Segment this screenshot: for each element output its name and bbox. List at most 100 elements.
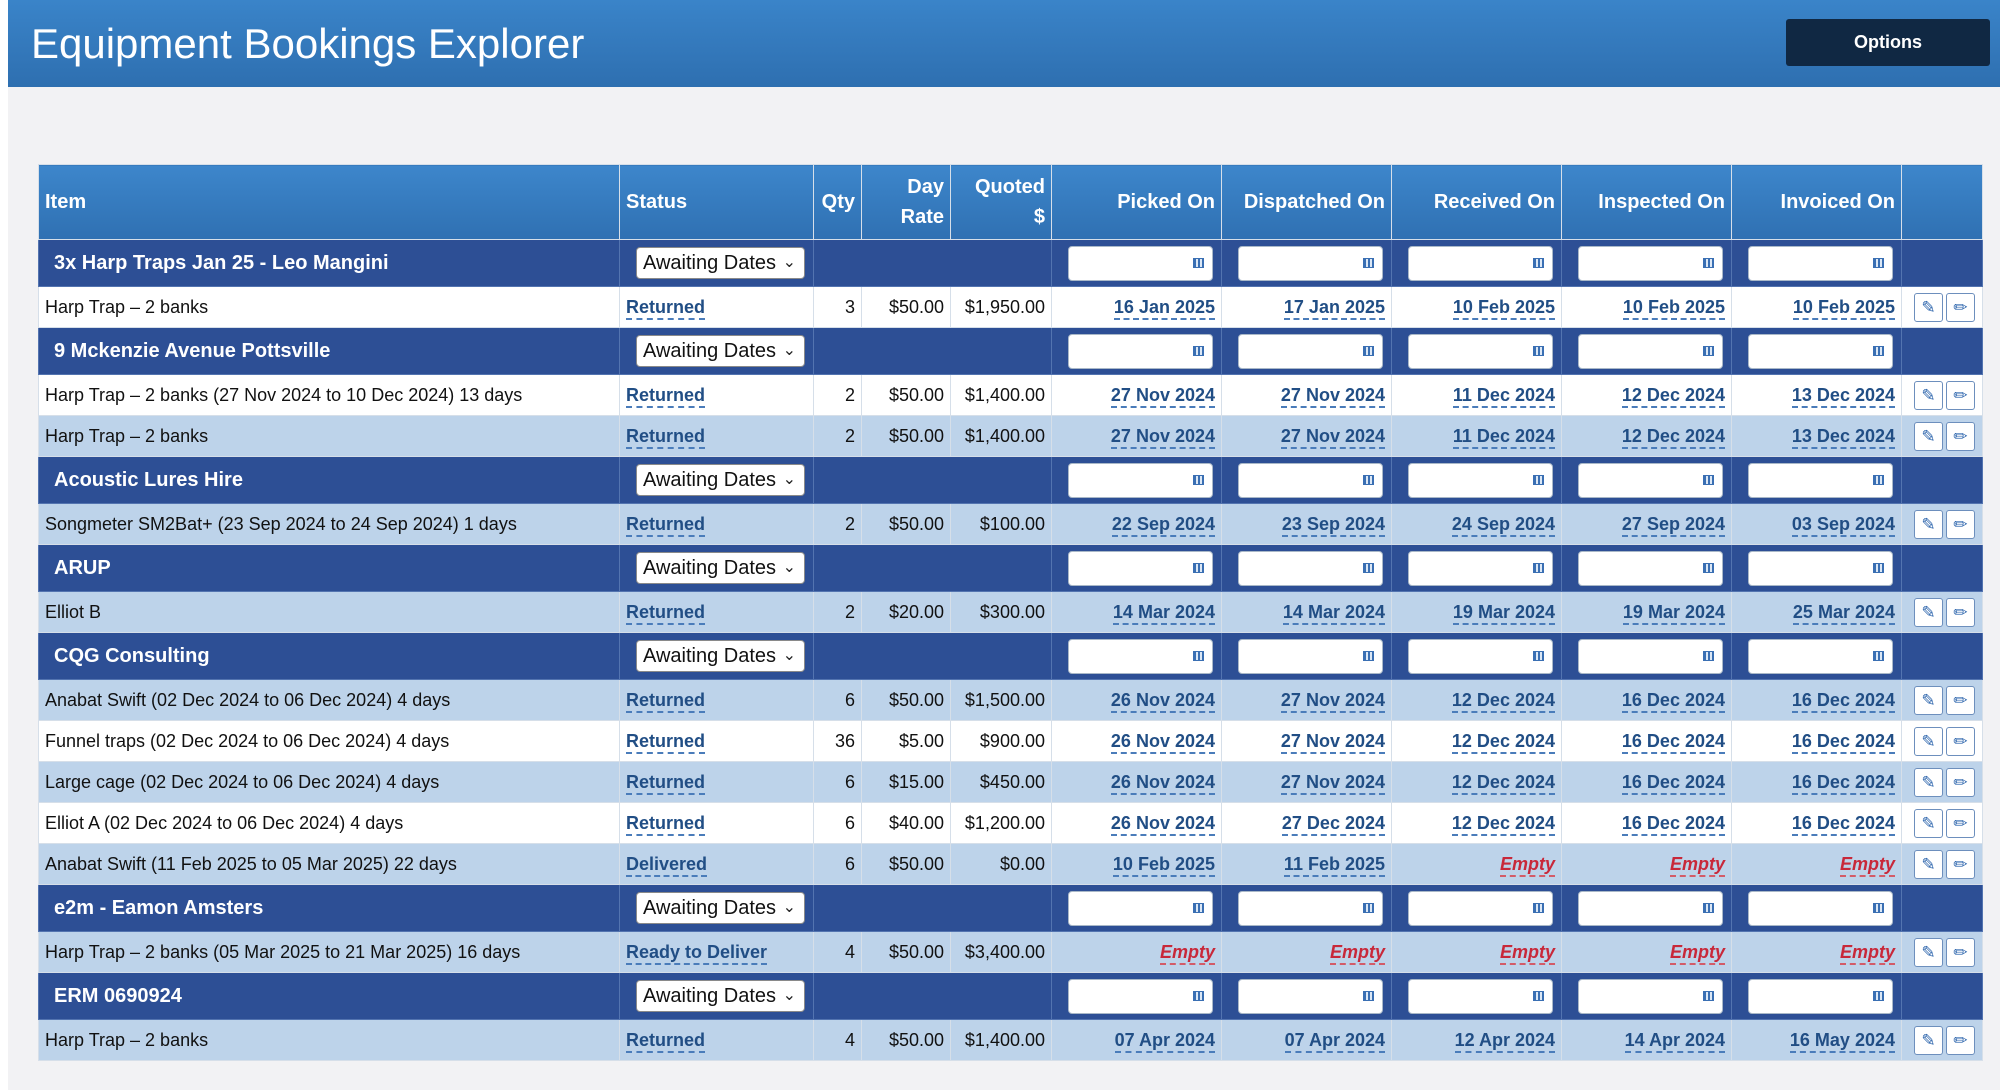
received-date-link[interactable]: 10 Feb 2025 xyxy=(1452,296,1555,320)
inspected-date-link[interactable]: 27 Sep 2024 xyxy=(1621,513,1725,537)
invoiced-date-link[interactable]: 13 Dec 2024 xyxy=(1791,425,1895,449)
status-select[interactable]: Awaiting Dates ⌄ xyxy=(636,464,805,496)
calendar-icon[interactable] xyxy=(1193,650,1204,661)
status-select[interactable]: Awaiting Dates ⌄ xyxy=(636,640,805,672)
calendar-icon[interactable] xyxy=(1363,650,1374,661)
received-date-input[interactable] xyxy=(1408,978,1553,1014)
pencil-icon[interactable]: ✏ xyxy=(1946,726,1975,756)
inspected-date-input[interactable] xyxy=(1578,978,1723,1014)
calendar-icon[interactable] xyxy=(1873,650,1884,661)
calendar-icon[interactable] xyxy=(1363,562,1374,573)
status-link[interactable]: Returned xyxy=(626,296,706,320)
calendar-icon[interactable] xyxy=(1703,562,1714,573)
dispatched-date-link[interactable]: 14 Mar 2024 xyxy=(1282,601,1385,625)
invoiced-date-link[interactable]: 16 Dec 2024 xyxy=(1791,689,1895,713)
status-link[interactable]: Returned xyxy=(626,1029,706,1053)
picked-date-input[interactable] xyxy=(1068,462,1213,498)
picked-date-link[interactable]: 26 Nov 2024 xyxy=(1110,730,1215,754)
col-header-quoted[interactable]: Quoted $ xyxy=(950,164,1052,240)
pencil-icon[interactable]: ✏ xyxy=(1946,1025,1975,1055)
picked-date-link[interactable]: 27 Nov 2024 xyxy=(1110,384,1215,408)
status-link[interactable]: Delivered xyxy=(626,853,708,877)
calendar-icon[interactable] xyxy=(1193,990,1204,1001)
picked-date-input[interactable] xyxy=(1068,890,1213,926)
dispatched-date-input[interactable] xyxy=(1238,245,1383,281)
calendar-icon[interactable] xyxy=(1873,902,1884,913)
edit-icon[interactable]: ✎ xyxy=(1914,808,1943,838)
inspected-date-input[interactable] xyxy=(1578,462,1723,498)
dispatched-date-link[interactable]: 27 Nov 2024 xyxy=(1280,425,1385,449)
pencil-icon[interactable]: ✏ xyxy=(1946,380,1975,410)
picked-date-link[interactable]: 26 Nov 2024 xyxy=(1110,689,1215,713)
inspected-date-link[interactable]: Empty xyxy=(1669,941,1725,965)
inspected-date-input[interactable] xyxy=(1578,890,1723,926)
inspected-date-link[interactable]: 19 Mar 2024 xyxy=(1622,601,1725,625)
calendar-icon[interactable] xyxy=(1703,650,1714,661)
calendar-icon[interactable] xyxy=(1533,345,1544,356)
received-date-input[interactable] xyxy=(1408,245,1553,281)
received-date-link[interactable]: 12 Dec 2024 xyxy=(1451,730,1555,754)
edit-icon[interactable]: ✎ xyxy=(1914,421,1943,451)
dispatched-date-link[interactable]: 23 Sep 2024 xyxy=(1281,513,1385,537)
dispatched-date-link[interactable]: 07 Apr 2024 xyxy=(1284,1029,1385,1053)
status-select[interactable]: Awaiting Dates ⌄ xyxy=(636,247,805,279)
invoiced-date-input[interactable] xyxy=(1748,978,1893,1014)
calendar-icon[interactable] xyxy=(1533,474,1544,485)
picked-date-link[interactable]: Empty xyxy=(1159,941,1215,965)
received-date-link[interactable]: Empty xyxy=(1499,941,1555,965)
picked-date-link[interactable]: 07 Apr 2024 xyxy=(1114,1029,1215,1053)
status-link[interactable]: Returned xyxy=(626,771,706,795)
status-select[interactable]: Awaiting Dates ⌄ xyxy=(636,552,805,584)
picked-date-input[interactable] xyxy=(1068,638,1213,674)
invoiced-date-input[interactable] xyxy=(1748,245,1893,281)
calendar-icon[interactable] xyxy=(1363,474,1374,485)
calendar-icon[interactable] xyxy=(1703,990,1714,1001)
invoiced-date-input[interactable] xyxy=(1748,333,1893,369)
calendar-icon[interactable] xyxy=(1703,474,1714,485)
dispatched-date-input[interactable] xyxy=(1238,890,1383,926)
received-date-link[interactable]: 12 Dec 2024 xyxy=(1451,689,1555,713)
picked-date-input[interactable] xyxy=(1068,550,1213,586)
received-date-input[interactable] xyxy=(1408,638,1553,674)
calendar-icon[interactable] xyxy=(1703,902,1714,913)
calendar-icon[interactable] xyxy=(1193,474,1204,485)
col-header-invoiced[interactable]: Invoiced On xyxy=(1731,164,1902,240)
inspected-date-link[interactable]: 16 Dec 2024 xyxy=(1621,730,1725,754)
picked-date-input[interactable] xyxy=(1068,245,1213,281)
calendar-icon[interactable] xyxy=(1363,257,1374,268)
pencil-icon[interactable]: ✏ xyxy=(1946,849,1975,879)
calendar-icon[interactable] xyxy=(1873,474,1884,485)
dispatched-date-input[interactable] xyxy=(1238,462,1383,498)
invoiced-date-link[interactable]: 25 Mar 2024 xyxy=(1792,601,1895,625)
picked-date-link[interactable]: 26 Nov 2024 xyxy=(1110,771,1215,795)
received-date-link[interactable]: 11 Dec 2024 xyxy=(1452,425,1555,449)
picked-date-link[interactable]: 26 Nov 2024 xyxy=(1110,812,1215,836)
calendar-icon[interactable] xyxy=(1193,345,1204,356)
picked-date-input[interactable] xyxy=(1068,978,1213,1014)
pencil-icon[interactable]: ✏ xyxy=(1946,597,1975,627)
invoiced-date-input[interactable] xyxy=(1748,550,1893,586)
calendar-icon[interactable] xyxy=(1193,562,1204,573)
inspected-date-input[interactable] xyxy=(1578,245,1723,281)
edit-icon[interactable]: ✎ xyxy=(1914,685,1943,715)
invoiced-date-link[interactable]: 13 Dec 2024 xyxy=(1791,384,1895,408)
invoiced-date-link[interactable]: 03 Sep 2024 xyxy=(1791,513,1895,537)
edit-icon[interactable]: ✎ xyxy=(1914,937,1943,967)
invoiced-date-input[interactable] xyxy=(1748,638,1893,674)
received-date-input[interactable] xyxy=(1408,333,1553,369)
edit-icon[interactable]: ✎ xyxy=(1914,292,1943,322)
status-select[interactable]: Awaiting Dates ⌄ xyxy=(636,892,805,924)
pencil-icon[interactable]: ✏ xyxy=(1946,937,1975,967)
pencil-icon[interactable]: ✏ xyxy=(1946,808,1975,838)
calendar-icon[interactable] xyxy=(1703,257,1714,268)
received-date-input[interactable] xyxy=(1408,550,1553,586)
dispatched-date-link[interactable]: Empty xyxy=(1329,941,1385,965)
pencil-icon[interactable]: ✏ xyxy=(1946,509,1975,539)
status-link[interactable]: Returned xyxy=(626,689,706,713)
col-header-inspected[interactable]: Inspected On xyxy=(1561,164,1732,240)
col-header-item[interactable]: Item xyxy=(38,164,620,240)
picked-date-link[interactable]: 22 Sep 2024 xyxy=(1111,513,1215,537)
edit-icon[interactable]: ✎ xyxy=(1914,597,1943,627)
calendar-icon[interactable] xyxy=(1363,990,1374,1001)
calendar-icon[interactable] xyxy=(1873,562,1884,573)
